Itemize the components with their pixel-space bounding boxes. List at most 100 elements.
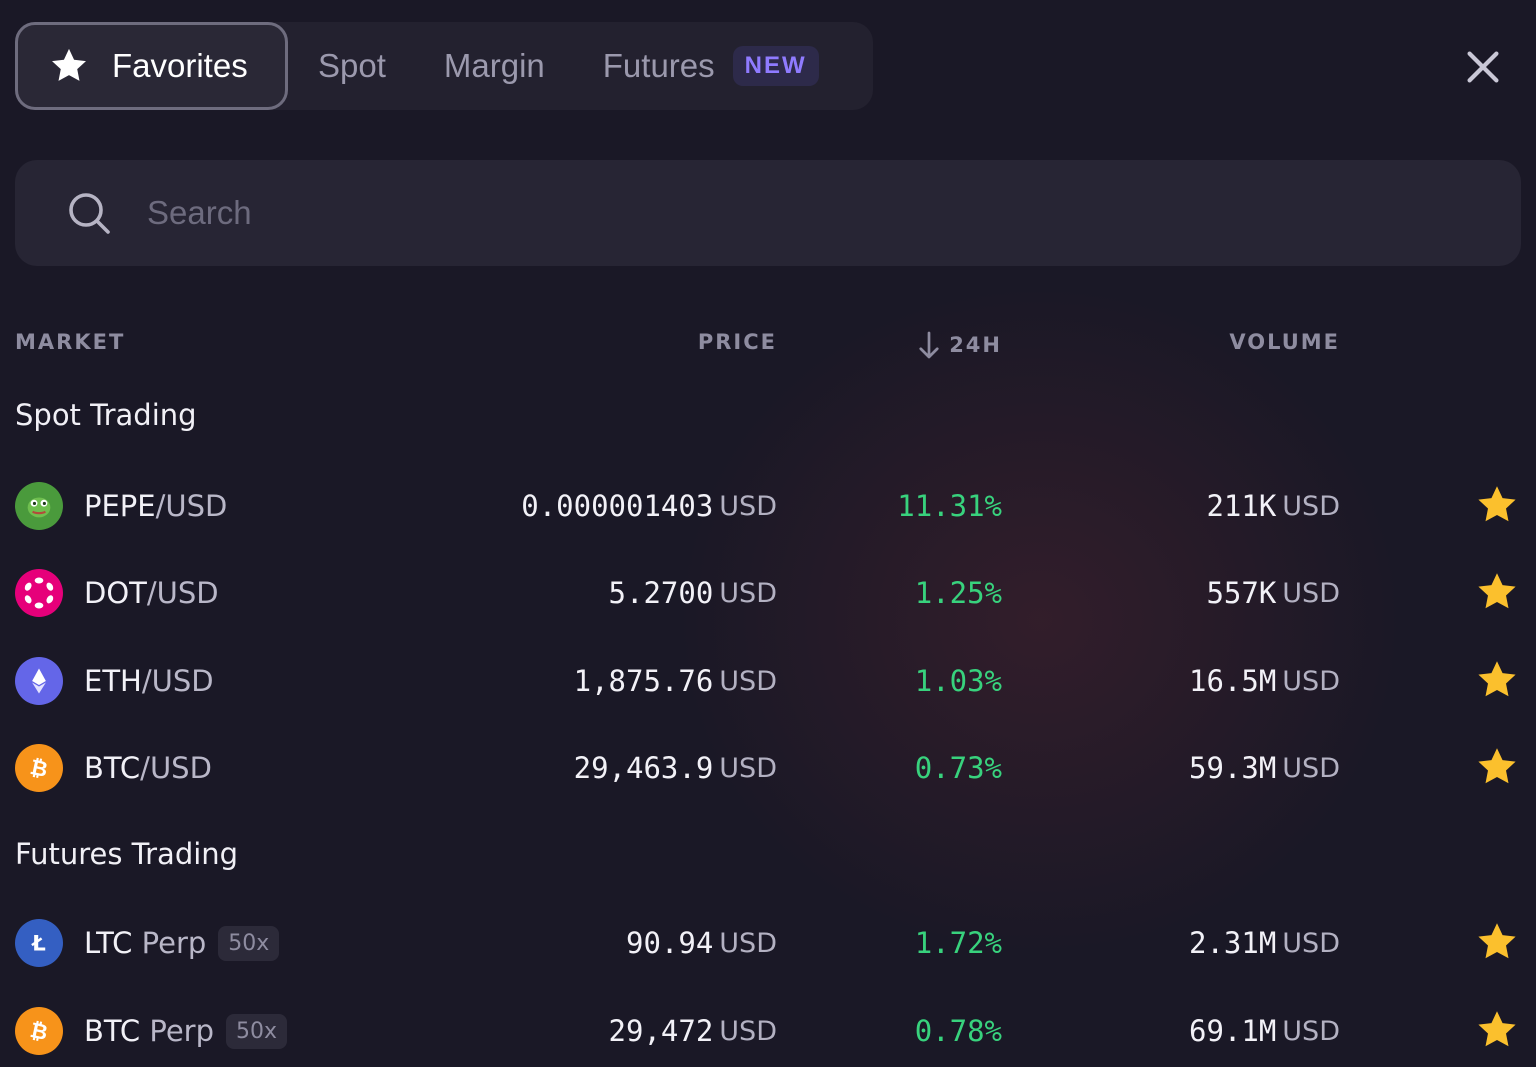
price-unit: USD: [719, 1015, 777, 1047]
market-row-btc-perp[interactable]: ₿ BTC Perp 50x 29,472 USD 0.78% 69.1M USD: [0, 1001, 1536, 1061]
volume-unit: USD: [1282, 927, 1340, 959]
change-24h-cell: 0.73%: [914, 751, 1002, 785]
volume-cell: 557K USD: [1206, 563, 1340, 623]
market-pair: PEPE/USD: [84, 476, 227, 536]
pepe-coin-icon: [15, 482, 63, 530]
favorite-star-icon[interactable]: [1474, 482, 1520, 528]
volume-value: 59.3M: [1188, 751, 1277, 785]
star-icon: [52, 48, 86, 81]
volume-unit: USD: [1282, 665, 1340, 697]
column-header-label: 24H: [949, 333, 1002, 357]
leverage-badge: 50x: [226, 1013, 288, 1049]
price-unit: USD: [719, 927, 777, 959]
pair-quote: /USD: [140, 751, 212, 785]
market-row-pepe-usd[interactable]: PEPE/USD 0.000001403 USD 11.31% 211K USD: [0, 476, 1536, 536]
favorite-star-icon[interactable]: [1474, 744, 1520, 790]
column-header-24h[interactable]: 24H: [917, 330, 1002, 360]
bitcoin-coin-icon: ₿: [15, 744, 63, 792]
price-unit: USD: [719, 752, 777, 784]
column-header-market[interactable]: MARKET: [15, 330, 126, 354]
price-cell: 5.2700 USD: [609, 563, 777, 623]
market-pair: ETH/USD: [84, 651, 214, 711]
change-24h-cell: 0.78%: [914, 1014, 1002, 1048]
price-value: 5.2700: [608, 576, 714, 610]
price-cell: 29,472 USD: [609, 1001, 777, 1061]
tab-label: Futures: [602, 47, 715, 84]
price-value: 0.000001403: [521, 489, 714, 523]
polkadot-coin-icon: [15, 569, 63, 617]
search-bar: [15, 160, 1521, 266]
market-pair: LTC Perp 50x: [84, 913, 280, 973]
volume-cell: 2.31M USD: [1189, 913, 1340, 973]
pair-quote: /USD: [155, 489, 228, 523]
market-row-eth-usd[interactable]: ETH/USD 1,875.76 USD 1.03% 16.5M USD: [0, 651, 1536, 711]
favorite-star-icon[interactable]: [1474, 569, 1520, 615]
market-row-ltc-perp[interactable]: Ł LTC Perp 50x 90.94 USD 1.72% 2.31M USD: [0, 913, 1536, 973]
price-value: 29,472: [608, 1014, 714, 1048]
market-pair: BTC Perp 50x: [84, 1001, 288, 1061]
market-pair: BTC/USD: [84, 738, 212, 798]
volume-cell: 59.3M USD: [1189, 738, 1340, 798]
pair-quote: /USD: [141, 664, 214, 698]
volume-unit: USD: [1282, 1015, 1340, 1047]
column-header-volume[interactable]: VOLUME: [1229, 330, 1340, 354]
pair-base: PEPE: [84, 489, 156, 523]
close-icon[interactable]: [1460, 44, 1506, 90]
pair-quote: /USD: [146, 576, 219, 610]
volume-value: 211K: [1206, 489, 1277, 523]
tab-label: Margin: [443, 47, 545, 84]
volume-value: 16.5M: [1188, 664, 1277, 698]
price-value: 1,875.76: [573, 664, 714, 698]
price-cell: 0.000001403 USD: [521, 476, 777, 536]
price-unit: USD: [719, 665, 777, 697]
tab-futures[interactable]: Futures NEW: [603, 22, 819, 110]
price-unit: USD: [719, 577, 777, 609]
svg-text:Ł: Ł: [31, 932, 46, 957]
tab-margin[interactable]: Margin: [444, 22, 545, 110]
price-cell: 1,875.76 USD: [574, 651, 777, 711]
pair-quote: Perp: [132, 926, 207, 960]
change-24h-cell: 1.72%: [914, 926, 1002, 960]
pair-quote: Perp: [140, 1014, 215, 1048]
market-row-dot-usd[interactable]: DOT/USD 5.2700 USD 1.25% 557K USD: [0, 563, 1536, 623]
volume-cell: 211K USD: [1206, 476, 1340, 536]
volume-value: 2.31M: [1188, 926, 1277, 960]
volume-value: 557K: [1206, 576, 1277, 610]
bitcoin-coin-icon: ₿: [15, 1007, 63, 1055]
pair-base: BTC: [84, 751, 141, 785]
price-cell: 90.94 USD: [626, 913, 777, 973]
favorite-star-icon[interactable]: [1474, 1007, 1520, 1053]
volume-unit: USD: [1282, 490, 1340, 522]
volume-cell: 69.1M USD: [1189, 1001, 1340, 1061]
tab-label: Favorites: [112, 47, 248, 84]
ethereum-coin-icon: [15, 657, 63, 705]
tab-label: Spot: [318, 47, 386, 84]
tab-favorites[interactable]: Favorites: [15, 22, 288, 110]
tab-spot[interactable]: Spot: [318, 22, 386, 110]
volume-value: 69.1M: [1188, 1014, 1277, 1048]
volume-cell: 16.5M USD: [1189, 651, 1340, 711]
new-badge: NEW: [732, 46, 819, 86]
section-title-futures-trading: Futures Trading: [15, 837, 239, 871]
search-icon: [69, 193, 110, 234]
market-row-btc-usd[interactable]: ₿ BTC/USD 29,463.9 USD 0.73% 59.3M USD: [0, 738, 1536, 798]
litecoin-coin-icon: Ł: [15, 919, 63, 967]
favorite-star-icon[interactable]: [1474, 657, 1520, 703]
pair-base: ETH: [84, 664, 142, 698]
column-header-price[interactable]: PRICE: [697, 330, 777, 354]
price-value: 90.94: [625, 926, 714, 960]
leverage-badge: 50x: [218, 925, 280, 961]
price-value: 29,463.9: [573, 751, 714, 785]
pair-base: DOT: [84, 576, 147, 610]
change-24h-cell: 1.25%: [914, 576, 1002, 610]
svg-text:₿: ₿: [28, 755, 50, 783]
section-title-spot-trading: Spot Trading: [15, 398, 197, 432]
price-cell: 29,463.9 USD: [574, 738, 777, 798]
search-input[interactable]: [147, 194, 1447, 232]
pair-base: LTC: [84, 926, 133, 960]
change-24h-cell: 1.03%: [914, 664, 1002, 698]
market-type-tabs: Favorites Spot Margin Futures NEW: [15, 22, 873, 110]
favorite-star-icon[interactable]: [1474, 919, 1520, 965]
sort-down-arrow-icon: [919, 331, 939, 359]
market-pair: DOT/USD: [84, 563, 219, 623]
